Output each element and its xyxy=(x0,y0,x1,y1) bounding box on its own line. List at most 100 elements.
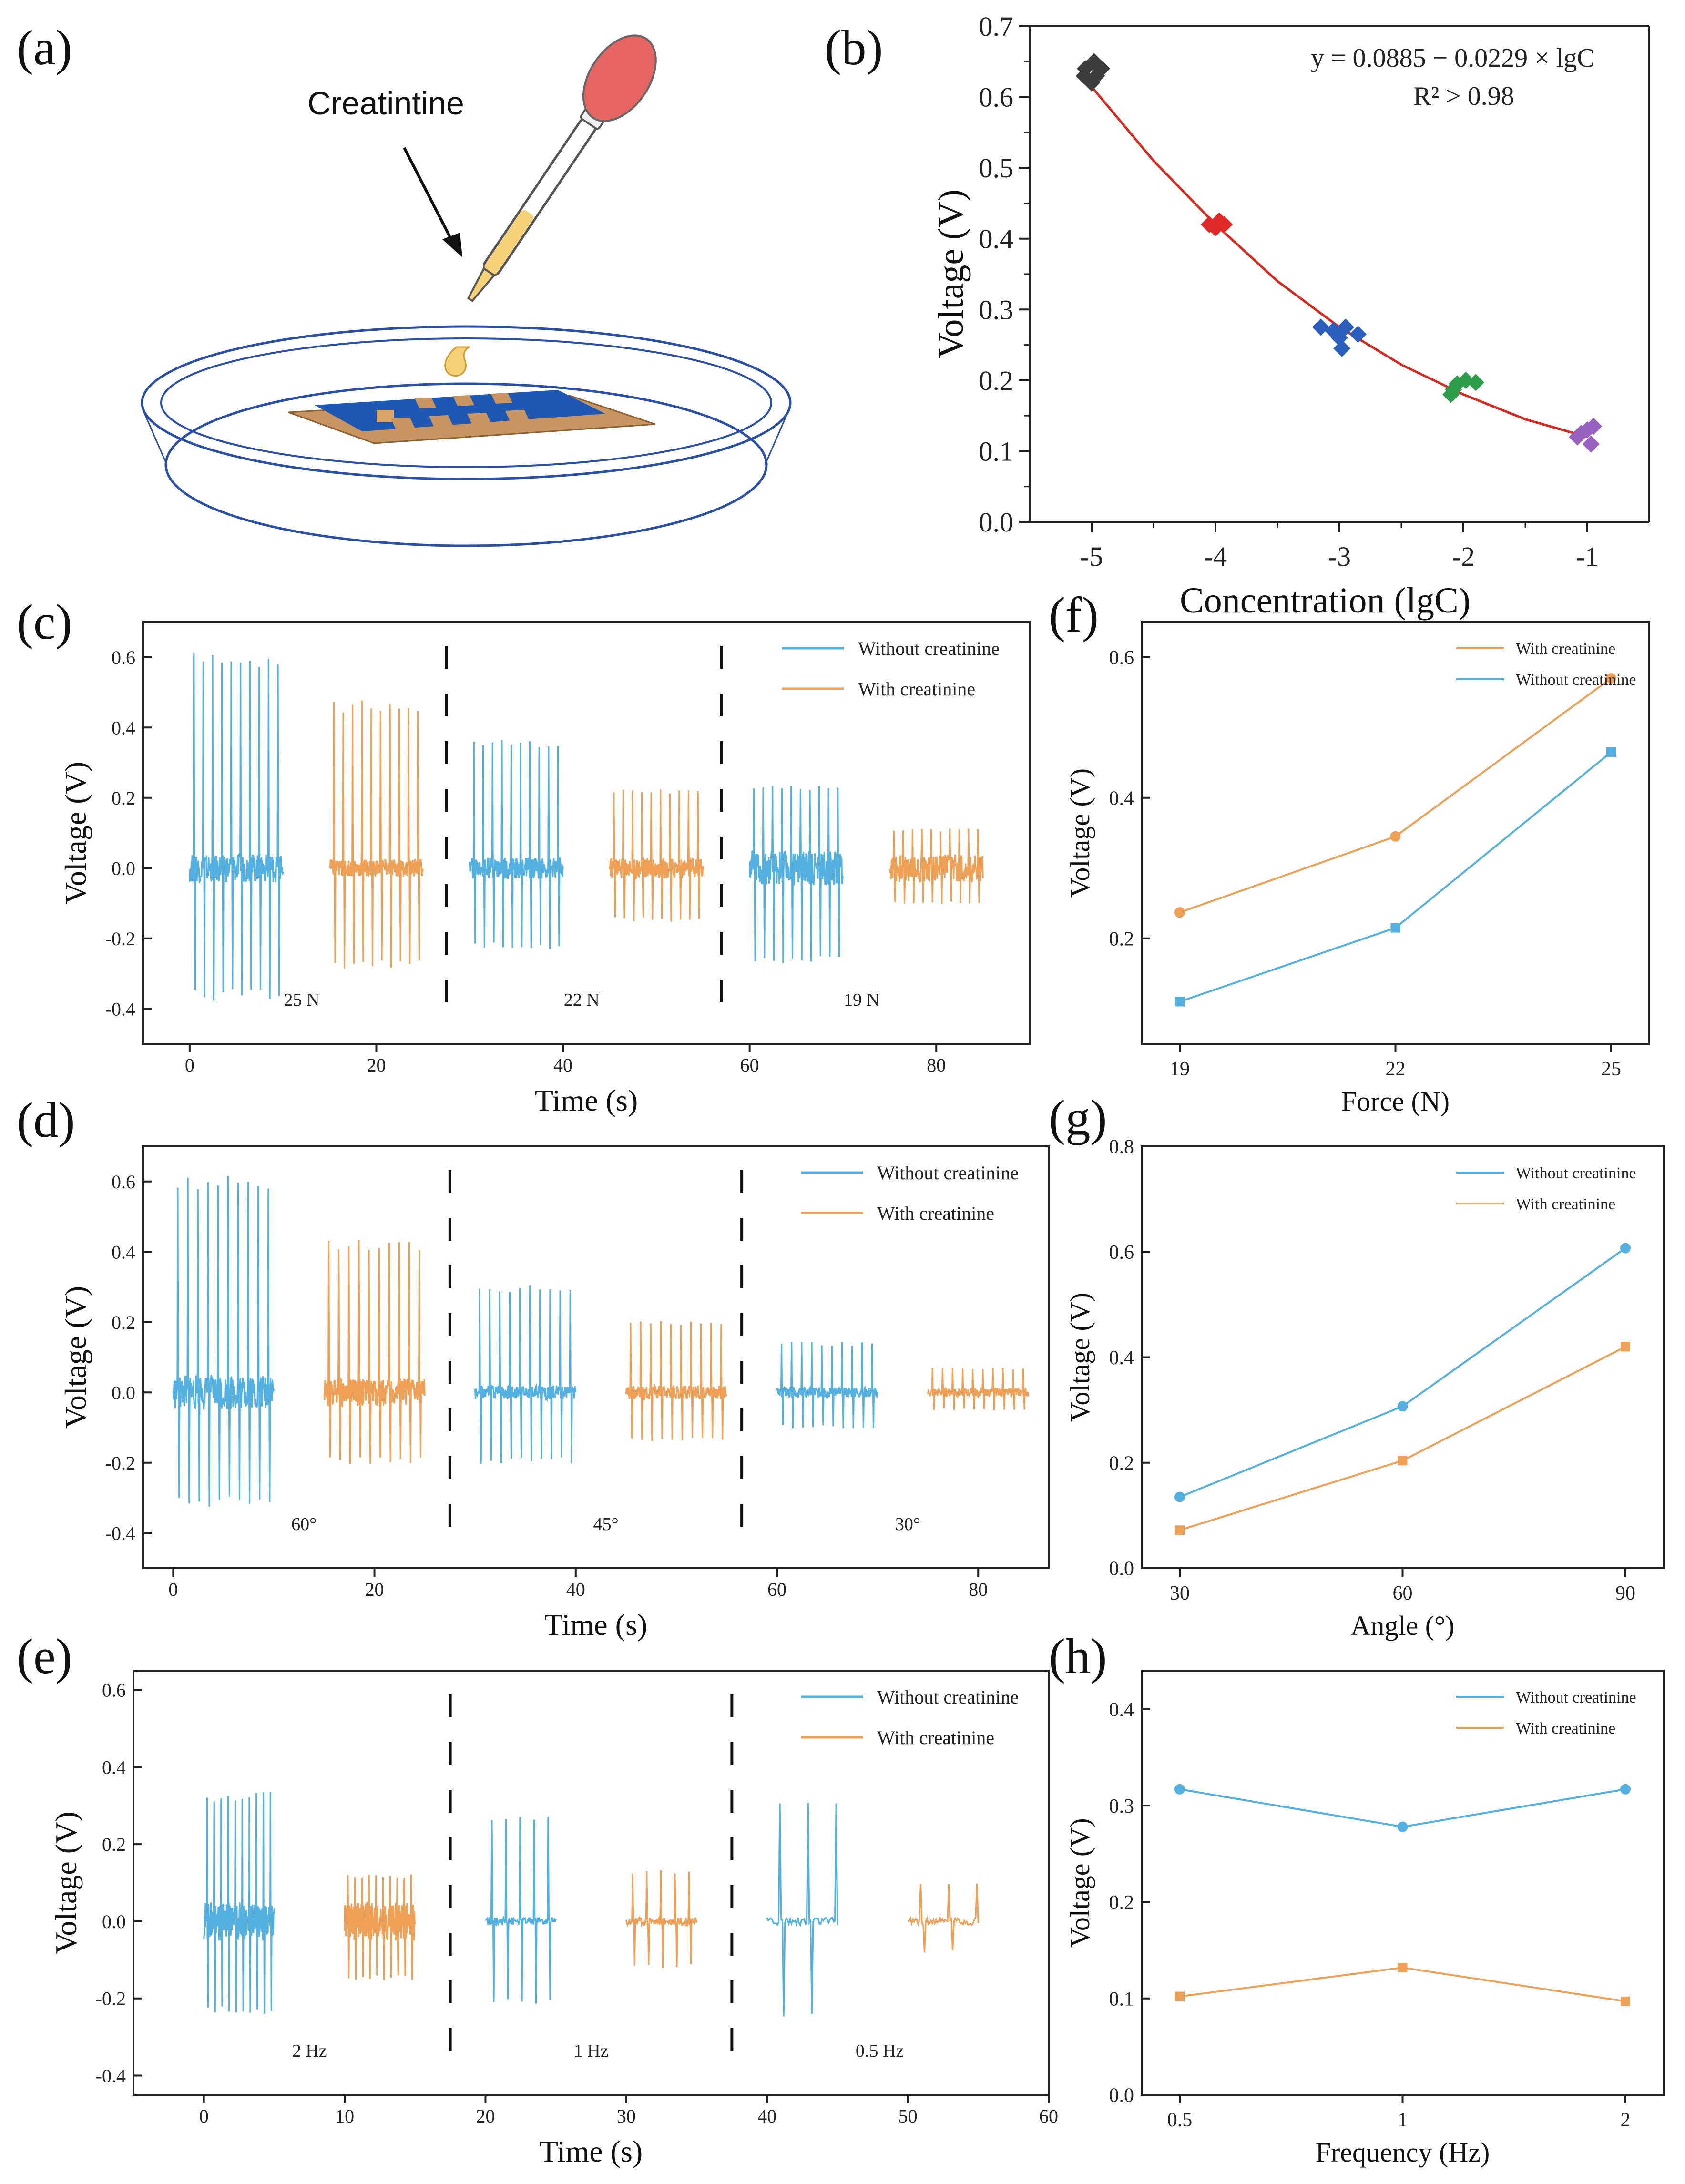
x-tick-label: 60 xyxy=(1039,2105,1058,2127)
data-point xyxy=(1175,1525,1185,1535)
data-point xyxy=(1349,326,1367,343)
y-tick-label: 0.4 xyxy=(102,1756,126,1778)
data-point xyxy=(1585,418,1602,435)
x-tick-label: 22 xyxy=(1386,1058,1406,1080)
data-point xyxy=(1312,318,1329,336)
y-tick-label: 0.1 xyxy=(979,436,1014,467)
x-tick-label: 80 xyxy=(969,1579,988,1600)
x-tick-label: 20 xyxy=(365,1579,384,1600)
x-tick-label: 0 xyxy=(168,1579,178,1600)
x-tick-label: -1 xyxy=(1576,541,1599,572)
legend-label: Without creatinine xyxy=(877,1686,1019,1708)
signal-burst xyxy=(908,1883,979,1953)
chart-d: -0.4 -0.2 0.0 0.2 0.4 0.6 0 20 40 60 80 Time (s) Vol… xyxy=(59,1145,1050,1642)
data-point xyxy=(1390,923,1400,933)
series-line xyxy=(1179,751,1612,1003)
x-axis-title: Angle (°) xyxy=(1350,1610,1454,1641)
creatinine-label: Creatintine xyxy=(307,85,464,122)
panel-label-g: (g) xyxy=(1049,1090,1107,1145)
x-tick-label: 60 xyxy=(767,1579,786,1600)
x-tick-label: 10 xyxy=(335,2105,354,2127)
region-label: 30° xyxy=(895,1514,920,1534)
dish-outer-rim xyxy=(141,325,792,480)
electrode-finger-1 xyxy=(391,418,416,431)
electrode-finger-5 xyxy=(415,398,436,408)
series-line xyxy=(1179,1346,1626,1531)
data-point xyxy=(1174,1491,1185,1502)
x-tick-label: -4 xyxy=(1204,541,1227,572)
y-tick-label: 0.4 xyxy=(1109,1699,1134,1721)
y-tick-label: 0.3 xyxy=(979,294,1014,325)
y-tick-label: 0.2 xyxy=(1109,928,1134,950)
data-point xyxy=(1397,1821,1408,1832)
x-axis-title: Force (N) xyxy=(1341,1086,1450,1117)
x-tick-label: 30 xyxy=(617,2105,636,2127)
region-label: 2 Hz xyxy=(292,2041,327,2061)
sensor-device xyxy=(288,390,656,444)
legend-label: With creatinine xyxy=(858,678,975,700)
label-arrow-head xyxy=(442,233,462,257)
data-point xyxy=(1621,1342,1630,1352)
y-tick-label: 0.6 xyxy=(112,1171,135,1193)
pipette xyxy=(467,34,657,302)
y-tick-label: 0.6 xyxy=(1109,647,1134,669)
y-tick-label: 0.0 xyxy=(1109,2085,1134,2107)
legend-label: Without creatinine xyxy=(1516,671,1636,689)
data-point xyxy=(1397,1401,1408,1412)
data-point xyxy=(1215,216,1233,233)
panel-label-c: (c) xyxy=(17,594,72,650)
x-axis-title: Concentration (lgC) xyxy=(1180,581,1471,621)
signal-burst xyxy=(189,653,284,1001)
y-tick-label: -0.4 xyxy=(105,998,135,1020)
x-tick-label: 0 xyxy=(199,2105,209,2127)
schematic-petri-dish xyxy=(141,325,792,547)
x-tick-label: 0.5 xyxy=(1167,2109,1193,2131)
y-tick-label: 0.0 xyxy=(112,857,135,879)
x-tick-label: 60 xyxy=(1393,1582,1413,1604)
signal-burst xyxy=(485,1817,557,2004)
x-tick-label: -5 xyxy=(1080,541,1103,572)
series-line xyxy=(1179,1966,1626,2002)
signal-burst xyxy=(203,1792,275,2014)
r-squared: R² > 0.98 xyxy=(1413,82,1514,111)
y-tick-label: 0.5 xyxy=(979,153,1014,184)
dish-wall-right xyxy=(764,409,790,465)
y-tick-label: 0.1 xyxy=(1109,1988,1134,2010)
y-axis-title: Voltage (V) xyxy=(1064,768,1095,898)
signal-burst xyxy=(469,740,564,949)
x-tick-label: 90 xyxy=(1615,1582,1635,1604)
x-tick-label: 2 xyxy=(1621,2109,1631,2131)
data-point xyxy=(1398,1963,1408,1972)
chart-b: 0.0 0.1 0.2 0.3 0.4 0.5 0.6 0.7 -5 -4 -3 -2 -1 Concen… xyxy=(931,11,1650,621)
y-tick-label: 0.0 xyxy=(102,1911,126,1932)
panel-label-e: (e) xyxy=(17,1628,72,1684)
data-point xyxy=(1075,67,1093,84)
data-point xyxy=(1175,1991,1185,2001)
fit-curve xyxy=(1084,78,1588,439)
signal-burst xyxy=(927,1367,1029,1410)
y-tick-label: 0.2 xyxy=(112,787,135,809)
x-tick-label: 0 xyxy=(185,1054,194,1076)
chart-e: -0.4 -0.2 0.0 0.2 0.4 0.6 0 10 20 30 40 50 60 Time (s… xyxy=(49,1670,1058,2168)
y-axis-title: Voltage (V) xyxy=(1064,1818,1095,1947)
legend-label: Without creatinine xyxy=(1516,1164,1636,1182)
signal-burst xyxy=(625,1870,698,1968)
data-point xyxy=(1621,1996,1630,2006)
legend-label: Without creatinine xyxy=(877,1162,1019,1184)
signal-burst xyxy=(776,1342,878,1429)
y-tick-label: 0.0 xyxy=(112,1382,135,1403)
y-tick-label: 0.2 xyxy=(112,1312,135,1333)
panel-label-d: (d) xyxy=(17,1092,75,1148)
data-point xyxy=(1390,831,1401,842)
panel-label-h: (h) xyxy=(1049,1628,1107,1684)
x-tick-label: 40 xyxy=(566,1579,585,1600)
region-label: 60° xyxy=(291,1514,317,1534)
plot-frame xyxy=(142,1145,1050,1569)
fit-equation: y = 0.0885 − 0.0229 × lgC xyxy=(1311,43,1595,73)
x-tick-label: 50 xyxy=(899,2105,918,2127)
y-tick-label: 0.4 xyxy=(1109,1347,1134,1369)
data-point xyxy=(1333,340,1351,357)
signal-burst xyxy=(609,789,704,922)
x-tick-label: 19 xyxy=(1170,1058,1190,1080)
